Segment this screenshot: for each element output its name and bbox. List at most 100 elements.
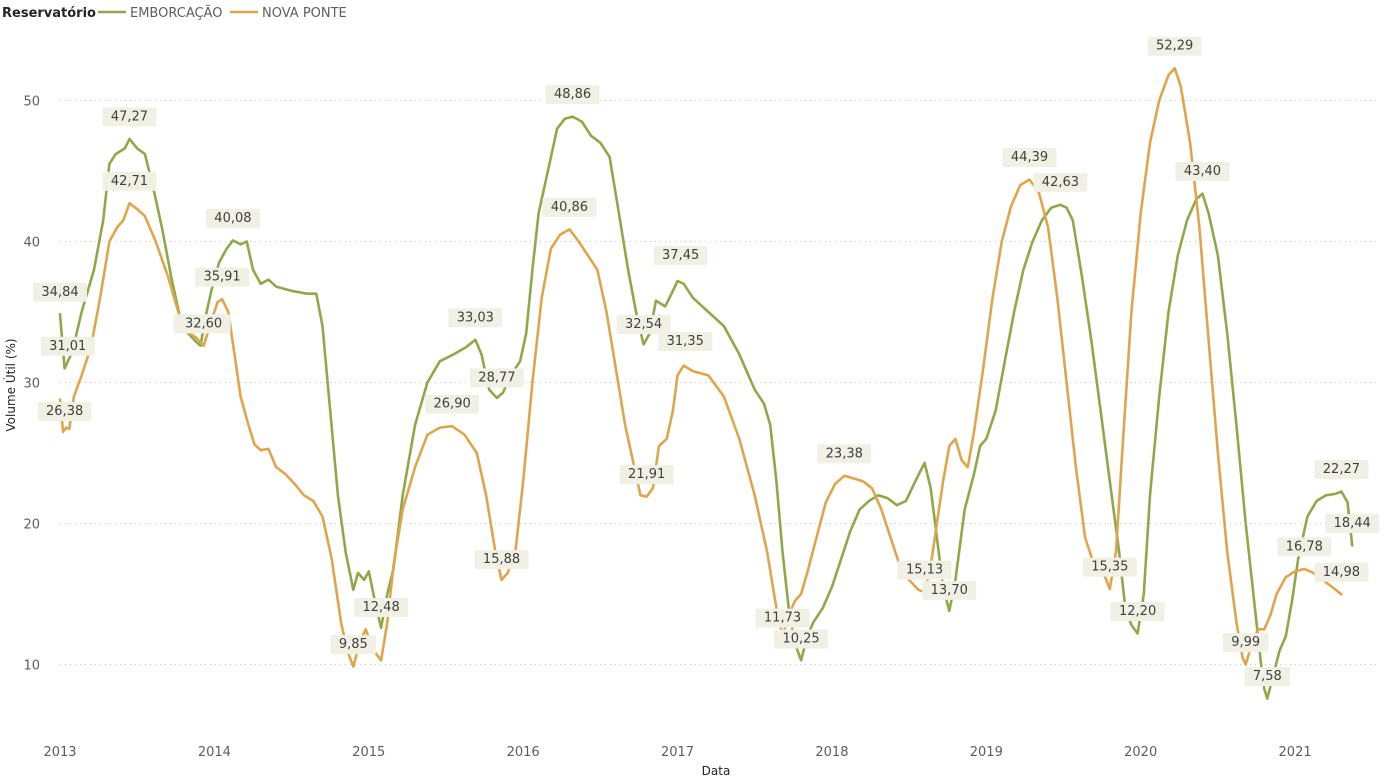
x-tick-label: 2017 [661, 745, 694, 760]
data-label: 43,40 [1175, 162, 1230, 182]
x-tick-label: 2013 [43, 745, 76, 760]
data-label-text: 42,63 [1042, 175, 1079, 190]
data-label: 33,03 [448, 308, 503, 328]
data-label: 31,35 [658, 331, 713, 351]
data-label: 42,71 [102, 171, 157, 191]
data-label: 15,88 [474, 550, 529, 570]
data-label-text: 40,86 [551, 200, 588, 215]
x-tick-label: 2021 [1279, 745, 1312, 760]
data-label-text: 48,86 [554, 87, 591, 102]
data-label-background [545, 85, 600, 105]
data-label-text: 9,99 [1231, 635, 1260, 650]
data-label: 18,44 [1325, 513, 1380, 533]
data-label-background [653, 245, 708, 265]
data-label: 31,01 [40, 336, 95, 356]
legend-title: Reservatório [2, 6, 96, 21]
data-labels: 34,8431,0126,3847,2742,7135,9132,6132,60… [33, 36, 1380, 687]
data-label-background [774, 629, 829, 649]
data-label-background [1314, 562, 1369, 582]
data-label: 47,27 [102, 107, 157, 127]
data-label-text: 40,08 [214, 211, 251, 226]
data-label: 9,85 [330, 635, 377, 655]
data-label-background [616, 315, 671, 335]
data-label-background [205, 208, 260, 228]
x-axis: 2013 2014 2015 2016 2017 2018 2019 2020 2021 [43, 745, 1311, 760]
legend: Reservatório EMBORCAÇÃO NOVA PONTE [2, 5, 347, 21]
gridlines [60, 100, 1380, 665]
data-label-background [176, 314, 231, 334]
data-label-background [1222, 633, 1269, 653]
data-label-background [37, 402, 92, 422]
data-label: 48,86 [545, 85, 600, 105]
data-label-text: 47,27 [111, 109, 148, 124]
data-label-background [469, 368, 524, 388]
data-label-background [1244, 667, 1291, 687]
data-label-background [817, 444, 872, 464]
data-label-text: 7,58 [1253, 669, 1282, 684]
data-label: 15,35 [1082, 557, 1137, 577]
data-label: 15,13 [897, 560, 952, 580]
data-label: 40,08 [205, 208, 260, 228]
data-label: 23,38 [817, 444, 872, 464]
data-label: 42,63 [1033, 172, 1088, 192]
x-tick-label: 2016 [507, 745, 540, 760]
y-tick-label: 20 [23, 518, 40, 533]
data-label: 26,90 [425, 394, 480, 414]
data-label: 9,99 [1222, 633, 1269, 653]
data-label: 32,54 [616, 315, 671, 335]
data-label-text: 22,27 [1323, 462, 1360, 477]
data-label-text: 42,71 [111, 174, 148, 189]
data-label-background [1082, 557, 1137, 577]
data-label-text: 26,90 [434, 397, 471, 412]
data-label-text: 33,03 [457, 310, 494, 325]
data-label: 10,25 [774, 629, 829, 649]
data-label-text: 32,60 [185, 316, 222, 331]
data-label-background [1277, 537, 1332, 557]
data-label: 12,48 [354, 598, 409, 618]
data-label-text: 9,85 [339, 637, 368, 652]
data-label-text: 34,84 [41, 285, 78, 300]
data-label-text: 37,45 [662, 248, 699, 263]
data-label-background [40, 336, 95, 356]
data-label-text: 32,54 [625, 317, 662, 332]
data-label-text: 21,91 [628, 467, 665, 482]
data-label-text: 16,78 [1286, 539, 1323, 554]
series-line-nova-ponte[interactable] [58, 66, 1343, 668]
data-label-text: 13,70 [931, 583, 968, 598]
data-label-background [1175, 162, 1230, 182]
data-label-text: 14,98 [1323, 565, 1360, 580]
series-lines [58, 66, 1354, 700]
data-label-background [195, 267, 250, 287]
data-label: 7,58 [1244, 667, 1291, 687]
data-label: 32,60 [176, 314, 231, 334]
data-label-background [897, 560, 952, 580]
data-label: 40,86 [542, 197, 597, 217]
data-label-text: 44,39 [1011, 150, 1048, 165]
data-label-text: 15,13 [906, 563, 943, 578]
data-label-background [425, 394, 480, 414]
data-label-text: 28,77 [478, 370, 515, 385]
data-label-text: 10,25 [782, 631, 819, 646]
data-label-text: 52,29 [1156, 39, 1193, 54]
data-label-text: 31,35 [667, 334, 704, 349]
data-label: 21,91 [619, 465, 674, 485]
data-label-background [658, 331, 713, 351]
data-label-background [755, 608, 810, 628]
x-tick-label: 2020 [1124, 745, 1157, 760]
legend-item-emborcacao[interactable]: EMBORCAÇÃO [130, 5, 222, 21]
data-label-background [922, 580, 977, 600]
data-label-background [619, 465, 674, 485]
x-tick-label: 2019 [970, 745, 1003, 760]
data-label-background [542, 197, 597, 217]
data-label: 28,77 [469, 368, 524, 388]
data-label-text: 15,35 [1091, 560, 1128, 575]
data-label-background [1110, 601, 1165, 621]
data-label-background [448, 308, 503, 328]
series-line-emborcacao[interactable] [58, 115, 1354, 700]
legend-item-nova-ponte[interactable]: NOVA PONTE [262, 6, 347, 21]
data-label: 14,98 [1314, 562, 1369, 582]
data-label-background [1033, 172, 1088, 192]
data-label-text: 31,01 [49, 339, 86, 354]
data-label-background [1147, 36, 1202, 56]
